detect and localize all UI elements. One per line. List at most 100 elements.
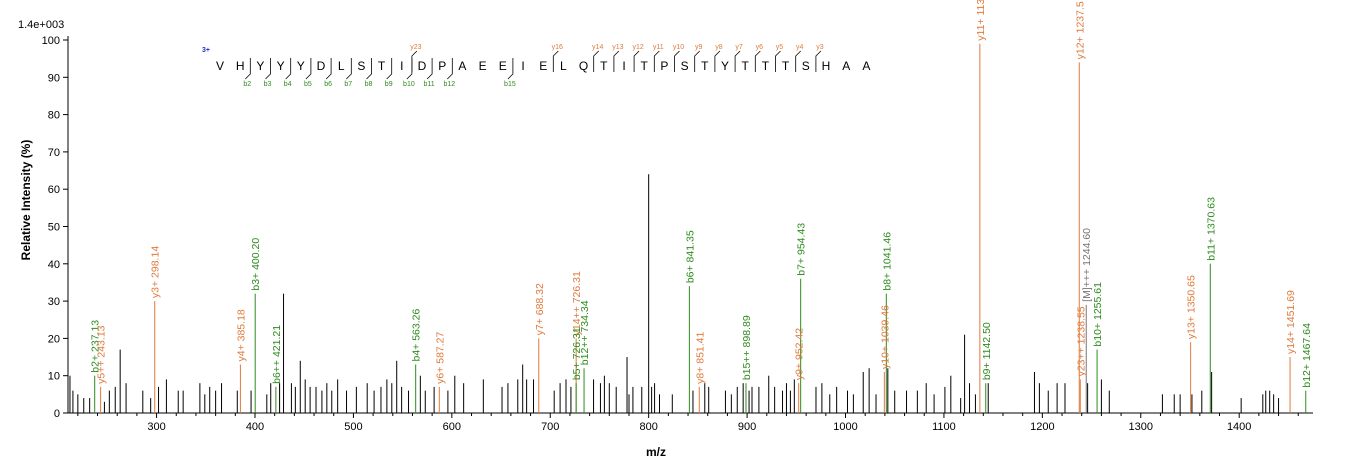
ion-label: y10+ 1039.46 xyxy=(879,305,891,369)
ion-label: b2+ 237.13 xyxy=(90,320,102,373)
ion-label: b12++ 734.34 xyxy=(579,300,591,365)
sequence-residue: T xyxy=(782,59,790,73)
ion-label: b7+ 954.43 xyxy=(796,223,808,276)
sequence-residue: T xyxy=(701,59,709,73)
b-bracket xyxy=(245,58,251,80)
y-fragment-label: y4 xyxy=(796,44,804,51)
x-tick-label: 700 xyxy=(541,421,559,433)
sequence-residue: S xyxy=(802,59,810,73)
b-bracket xyxy=(305,58,312,80)
y-bracket xyxy=(613,50,620,72)
sequence-residue: A xyxy=(842,59,850,73)
b-bracket xyxy=(426,58,433,80)
sequence-residue: T xyxy=(762,59,770,73)
x-tick-label: 1200 xyxy=(1030,421,1054,433)
y-axis-title: Relative Intensity (%) xyxy=(19,140,33,261)
y-tick-label: 90 xyxy=(48,72,60,84)
sequence-residue: E xyxy=(499,59,507,73)
sequence-residue: A xyxy=(458,59,466,73)
ion-label: b6++ 421.21 xyxy=(271,325,283,384)
y-fragment-label: y7 xyxy=(735,44,743,51)
b-fragment-label: b7 xyxy=(344,81,352,88)
sequence-residue: Q xyxy=(579,59,588,73)
sequence-residue: S xyxy=(681,59,689,73)
b-fragment-label: b8 xyxy=(365,81,373,88)
sequence-residue: P xyxy=(660,59,668,73)
x-tick-label: 1100 xyxy=(932,421,956,433)
y-tick-label: 30 xyxy=(48,296,60,308)
sequence-residue: D xyxy=(418,59,427,73)
ion-label: y7+ 688.32 xyxy=(534,283,546,335)
b-bracket xyxy=(507,58,514,80)
y-bracket xyxy=(775,50,781,72)
b-fragment-label: b6 xyxy=(324,81,332,88)
y-tick-label: 100 xyxy=(42,35,60,47)
ion-label: y14+ 1451.69 xyxy=(1285,290,1297,354)
ion-label: y11+ 1136.51 xyxy=(975,0,987,41)
ion-label: y13+ 1350.65 xyxy=(1186,275,1198,339)
y-fragment-label: y14 xyxy=(592,44,603,51)
ion-label: b5+ 726.31 xyxy=(571,327,583,380)
b-fragment-label: b10 xyxy=(403,81,415,88)
y-bracket xyxy=(795,50,801,72)
ion-label: [M]+++ 1244.60 xyxy=(1081,228,1093,302)
sequence-residue: A xyxy=(862,59,870,73)
y-tick-label: 80 xyxy=(48,110,60,122)
y-bracket xyxy=(815,50,822,72)
y-bracket xyxy=(674,50,680,72)
x-tick-label: 400 xyxy=(246,421,264,433)
sequence-map: 3+V H Y Y Y D L S T I D P A E E I E L Q T I T P S T Y T T T S H A Ab2 b3 b… xyxy=(202,44,870,88)
ion-label: y12+ 1237.5 xyxy=(1074,1,1086,59)
x-tick-label: 1400 xyxy=(1227,421,1251,433)
ion-label: b6+ 841.35 xyxy=(684,230,696,283)
ion-label: b10+ 1255.61 xyxy=(1092,282,1104,347)
y-bracket xyxy=(653,50,660,72)
y-fragment-label: y16 xyxy=(552,44,563,51)
b-fragment-label: b4 xyxy=(284,81,292,88)
ion-label: b8+ 1041.46 xyxy=(881,232,893,291)
sequence-residue: Y xyxy=(277,59,285,73)
sequence-residue: P xyxy=(438,59,446,73)
y-max-label: 1.4e+003 xyxy=(18,19,64,31)
sequence-residue: I xyxy=(400,59,403,73)
y-fragment-label: y5 xyxy=(776,44,784,51)
b-fragment-label: b12 xyxy=(443,81,455,88)
y-tick-label: 20 xyxy=(48,333,60,345)
y-bracket xyxy=(593,50,599,72)
ion-label: b3+ 400.20 xyxy=(250,238,262,291)
sequence-residue: D xyxy=(317,59,326,73)
sequence-residue: Y xyxy=(721,59,729,73)
b-bracket xyxy=(447,58,453,80)
y-fragment-label: y13 xyxy=(612,44,623,51)
axes: 0 10 20 30 40 50 60 70 80 90 100 300 400 500 600 700 800… xyxy=(42,35,1313,433)
ion-label: b4+ 563.26 xyxy=(411,309,423,362)
y-fragment-label: y11 xyxy=(653,44,664,51)
y-bracket xyxy=(633,50,640,72)
y-fragment-label: y23 xyxy=(410,44,421,51)
sequence-residue: I xyxy=(622,59,625,73)
b-bracket xyxy=(285,58,292,80)
y-fragment-label: y10 xyxy=(673,44,684,51)
sequence-residue: L xyxy=(560,59,567,73)
b-bracket xyxy=(265,58,271,80)
y-fragment-label: y8 xyxy=(715,44,723,51)
ion-label: b12+ 1467.64 xyxy=(1301,323,1313,388)
y-tick-label: 60 xyxy=(48,184,60,196)
sequence-residue: V xyxy=(216,59,224,73)
sequence-residue: I xyxy=(521,59,524,73)
x-axis-title: m/z xyxy=(646,445,666,459)
sequence-residue: S xyxy=(357,59,365,73)
x-tick-label: 300 xyxy=(147,421,165,433)
x-tick-label: 800 xyxy=(639,421,657,433)
ion-label: y3+ 298.14 xyxy=(150,246,162,298)
ion-label: b9+ 1142.50 xyxy=(981,322,993,380)
b-bracket xyxy=(386,58,393,80)
sequence-residue: H xyxy=(236,59,245,73)
ion-label: y5++ 243.13 xyxy=(96,325,108,384)
b-bracket xyxy=(325,58,332,80)
y-tick-label: 10 xyxy=(48,371,60,383)
b-bracket xyxy=(406,58,413,80)
y-bracket xyxy=(754,50,761,72)
